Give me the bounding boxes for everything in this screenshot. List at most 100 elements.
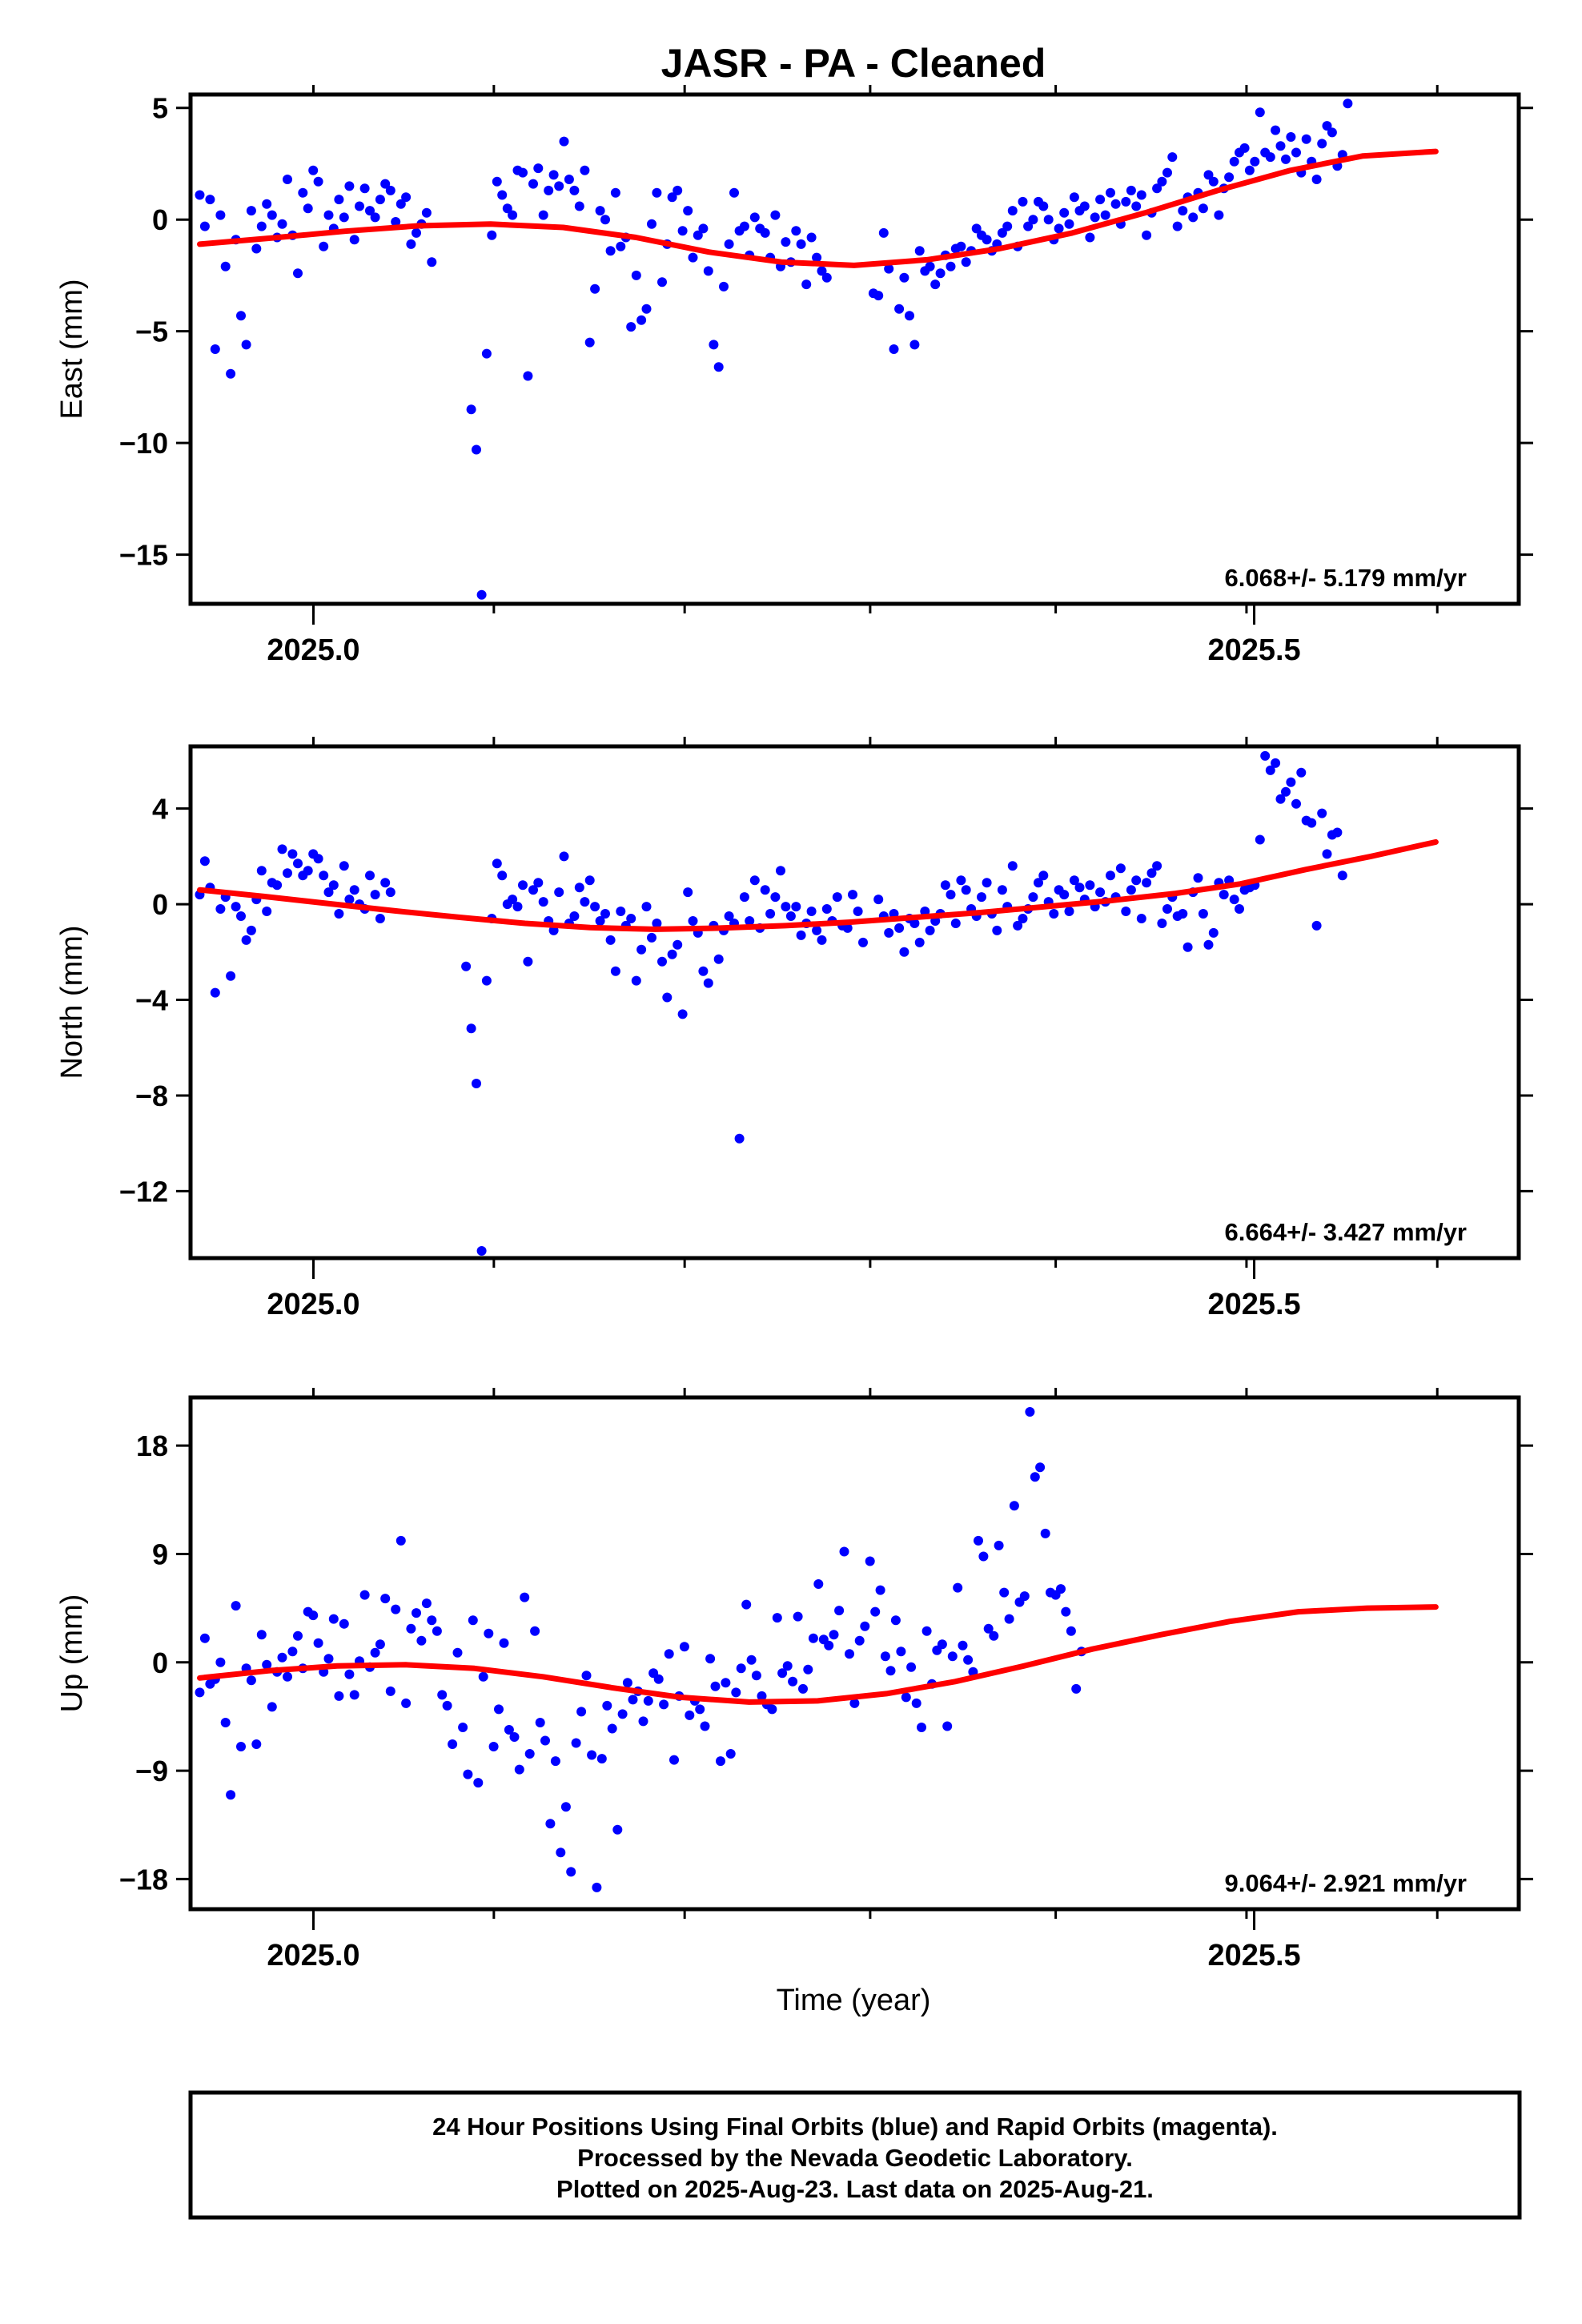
final-point-69 <box>584 337 595 348</box>
final-point-77 <box>662 992 673 1003</box>
final-point-57 <box>523 371 533 381</box>
final-point-114 <box>853 907 863 916</box>
final-point-140 <box>997 885 1007 895</box>
final-point-12 <box>256 221 267 231</box>
final-point-69 <box>550 1756 560 1767</box>
final-point-14 <box>267 210 277 220</box>
final-point-49 <box>518 880 528 891</box>
final-point-166 <box>1126 185 1136 195</box>
final-point-89 <box>688 252 698 263</box>
final-point-148 <box>1038 870 1049 881</box>
final-point-23 <box>313 854 323 864</box>
final-point-42 <box>412 1608 421 1618</box>
final-point-1 <box>199 1633 210 1643</box>
final-point-64 <box>524 1749 535 1759</box>
final-point-76 <box>657 956 667 967</box>
final-point-166 <box>1131 875 1142 886</box>
y-tick-label-1: 0 <box>152 203 168 236</box>
data-points <box>195 1407 1086 1892</box>
final-point-82 <box>652 187 662 198</box>
final-point-169 <box>1066 1626 1076 1636</box>
final-point-0 <box>195 190 205 200</box>
final-point-141 <box>997 227 1007 238</box>
final-point-190 <box>1250 156 1260 167</box>
final-point-205 <box>1332 827 1343 838</box>
final-point-193 <box>1271 758 1281 768</box>
final-point-86 <box>673 185 683 195</box>
final-point-51 <box>492 176 502 187</box>
final-point-146 <box>1028 892 1038 903</box>
final-point-92 <box>703 266 713 276</box>
final-point-163 <box>1115 863 1126 874</box>
final-point-19 <box>293 858 303 869</box>
final-point-91 <box>664 1649 674 1659</box>
final-point-3 <box>210 987 220 998</box>
final-point-29 <box>344 181 355 191</box>
final-point-205 <box>1327 127 1337 138</box>
final-point-153 <box>983 1623 994 1634</box>
final-point-89 <box>724 911 734 921</box>
x-tick-label-1: 2025.5 <box>1207 1939 1300 1972</box>
final-point-5 <box>220 1718 231 1727</box>
final-point-32 <box>359 183 370 194</box>
final-point-147 <box>1034 878 1043 888</box>
final-point-99 <box>739 221 749 231</box>
final-point-68 <box>616 907 626 916</box>
final-point-131 <box>946 261 956 271</box>
final-point-52 <box>497 190 508 200</box>
final-point-91 <box>734 1133 745 1144</box>
final-point-60 <box>538 210 548 220</box>
final-point-92 <box>669 1755 679 1765</box>
x-tick-label-0: 2025.0 <box>267 1939 359 1972</box>
final-point-18 <box>287 849 298 859</box>
final-point-89 <box>653 1674 664 1684</box>
final-point-22 <box>308 165 319 175</box>
final-point-117 <box>873 291 884 301</box>
rate-label: 6.664+/- 3.427 mm/yr <box>1225 1218 1467 1246</box>
final-point-158 <box>1009 1501 1019 1511</box>
final-point-96 <box>724 239 734 249</box>
final-point-8 <box>236 311 246 321</box>
final-point-137 <box>982 878 992 888</box>
final-point-129 <box>940 880 950 891</box>
final-point-168 <box>1142 878 1152 888</box>
final-point-179 <box>1198 909 1208 919</box>
final-point-53 <box>502 203 512 214</box>
final-point-16 <box>277 1652 287 1663</box>
final-point-99 <box>705 1654 716 1664</box>
final-point-36 <box>380 878 391 888</box>
final-point-27 <box>334 1691 344 1701</box>
final-point-36 <box>380 179 391 189</box>
final-point-50 <box>452 1647 463 1658</box>
final-point-157 <box>1004 1614 1014 1624</box>
final-point-81 <box>647 219 656 229</box>
y-tick-label-2: −4 <box>135 984 168 1017</box>
final-point-135 <box>890 1615 901 1626</box>
y-tick-label-2: 0 <box>152 1647 168 1679</box>
final-point-48 <box>442 1700 452 1711</box>
final-point-44 <box>492 858 502 869</box>
final-point-18 <box>287 1647 298 1657</box>
final-point-119 <box>808 1633 818 1643</box>
final-point-134 <box>885 1666 896 1676</box>
final-point-159 <box>1090 212 1100 223</box>
final-point-5 <box>220 261 231 271</box>
final-point-159 <box>1095 887 1106 898</box>
final-point-47 <box>508 895 518 905</box>
final-point-176 <box>1182 942 1193 952</box>
final-point-144 <box>1018 914 1028 923</box>
final-point-82 <box>617 1709 628 1719</box>
x-tick-label-1: 2025.5 <box>1207 633 1300 667</box>
final-point-163 <box>1110 199 1121 209</box>
final-point-170 <box>1071 1683 1082 1694</box>
final-point-160 <box>1095 195 1106 205</box>
final-point-158 <box>1085 232 1095 243</box>
final-point-172 <box>1157 176 1167 187</box>
final-point-10 <box>246 925 256 935</box>
final-point-164 <box>1121 907 1131 916</box>
final-point-149 <box>1038 201 1049 211</box>
final-point-172 <box>1162 904 1172 914</box>
final-point-152 <box>978 1551 989 1562</box>
final-point-130 <box>865 1556 875 1566</box>
